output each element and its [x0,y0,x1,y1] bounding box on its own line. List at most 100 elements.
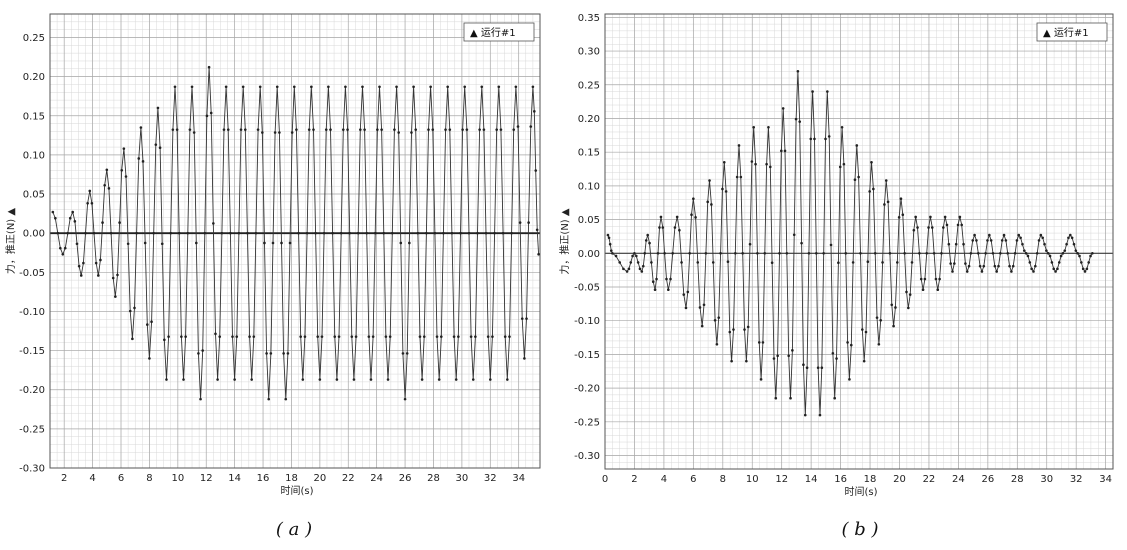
data-point [686,290,690,294]
data-point [327,85,330,89]
data-point [807,251,811,255]
data-point [633,251,636,255]
data-point [437,378,441,381]
data-point [433,231,437,235]
grid-major [604,14,1113,469]
data-point [921,288,925,291]
data-point [318,378,322,381]
data-point [510,231,513,235]
data-point [886,200,890,204]
data-point [393,128,396,131]
data-point [971,239,975,242]
data-point [862,359,866,363]
data-point [516,125,520,128]
data-point [197,352,200,355]
data-point [439,335,443,338]
data-point [1043,242,1046,246]
data-point [275,85,279,89]
data-point [690,213,693,216]
data-point [741,251,744,255]
series-markers [51,65,540,401]
data-point [802,363,805,367]
data-point [748,242,752,246]
data-point [442,231,445,235]
data-point [940,251,943,255]
data-point [388,335,392,338]
data-point [759,378,763,381]
data-point [708,179,711,182]
data-point [94,261,98,265]
data-point [207,65,211,69]
data-point [246,231,249,235]
data-point [156,106,160,110]
data-point [914,215,917,219]
data-point [829,243,833,247]
data-point [58,246,62,250]
data-point [399,241,403,245]
data-point [1017,233,1021,237]
data-point [884,179,888,182]
y-tick-label: -0.15 [574,350,600,361]
data-point [872,187,875,191]
x-tick-label: 24 [952,474,965,485]
data-point [454,378,458,381]
data-point [927,226,930,229]
data-point [864,330,868,334]
data-point [265,352,268,355]
data-point [184,335,187,338]
legend-entry: ▲ 运行#1 [1043,26,1089,39]
y-tick-label: 0.00 [578,249,600,260]
data-point [167,335,170,338]
x-tick-label: 30 [1040,474,1053,485]
data-point [88,189,92,193]
data-point [781,107,785,110]
data-point [644,239,648,242]
data-point [614,254,618,258]
data-point [816,366,820,369]
data-point [636,261,640,264]
data-point [976,251,980,255]
data-point [105,168,109,172]
data-point [844,251,848,255]
data-point [248,335,251,338]
data-point [715,342,719,346]
x-tick-label: 22 [342,473,355,484]
data-point [459,231,462,235]
data-point [698,306,702,309]
chart-panel-a: 0.25 0.20 0.15 0.10 0.05 0.00 -0.05 -0.10 -0.15 -… [4,13,541,540]
data-point [1046,251,1050,255]
data-point [768,165,772,169]
y-tick-label: -0.05 [19,268,45,279]
data-point [518,221,522,224]
plot-frame [604,13,1114,470]
data-point [846,341,849,344]
data-point [1022,249,1026,252]
data-point [629,261,633,264]
data-point [870,160,873,164]
data-point [497,85,501,89]
data-point [1048,254,1052,258]
data-point [656,251,660,255]
x-tick-label: 28 [427,473,440,484]
data-point [241,85,245,89]
data-point [188,128,192,131]
data-point [625,270,629,273]
data-point [307,128,311,131]
data-point [284,397,288,401]
data-point [54,216,57,220]
data-point [373,231,377,235]
data-point [401,352,405,355]
data-point [214,332,217,336]
data-point [1081,267,1085,271]
data-point [824,137,827,141]
data-point [827,135,831,138]
data-point [665,277,668,281]
y-tick-label: 0.05 [23,190,45,201]
data-point [474,335,477,338]
data-point [66,231,70,235]
data-point [292,85,296,89]
data-point [873,251,877,255]
data-point [1008,264,1011,268]
data-point [732,328,735,331]
data-point [989,239,993,242]
